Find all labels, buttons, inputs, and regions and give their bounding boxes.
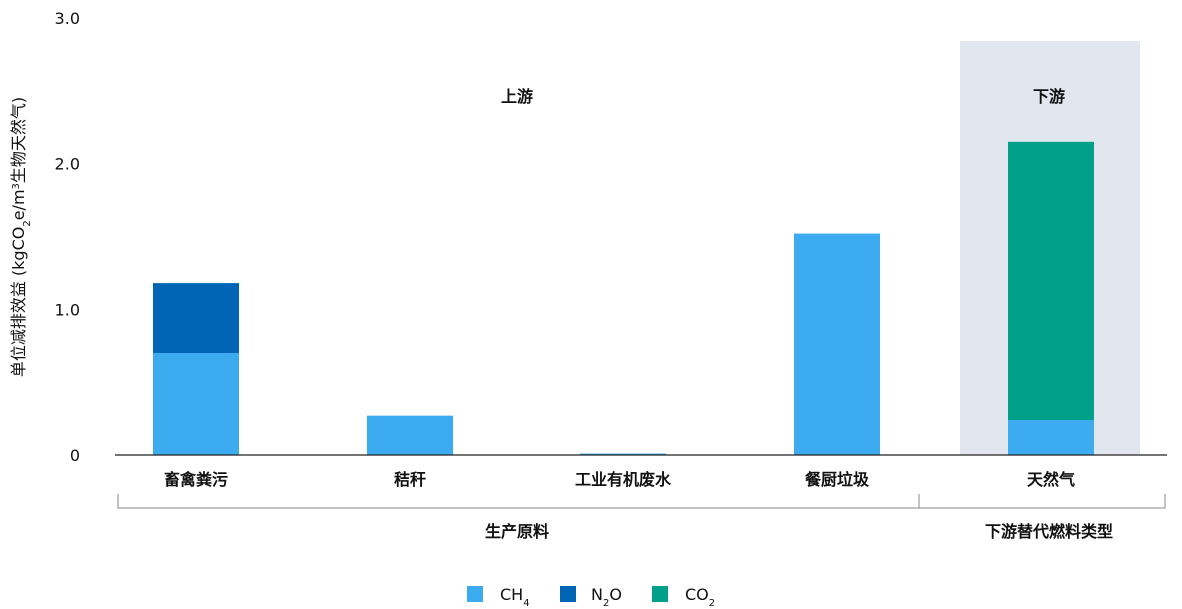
legend-label-co2: CO2	[685, 585, 715, 609]
category-label-food-waste: 餐厨垃圾	[804, 470, 870, 489]
bar-co2-natural-gas	[1008, 141, 1094, 421]
bar-ch4-natural-gas	[1008, 420, 1094, 455]
legend: CH4 N2O CO2	[467, 585, 715, 609]
y-tick-label: 2.0	[55, 155, 80, 174]
y-tick-label: 0	[70, 446, 80, 465]
y-axis-label: 单位减排效益 (kgCO2e/m3生物天然气)	[9, 97, 33, 377]
legend-label-ch4: CH4	[500, 585, 530, 609]
category-label-livestock-manure: 畜禽粪污	[164, 470, 228, 489]
category-label-natural-gas: 天然气	[1027, 470, 1075, 489]
y-tick-label: 1.0	[55, 300, 80, 319]
group-label-feedstock: 生产原料	[485, 522, 549, 541]
bracket-feedstock	[117, 494, 920, 509]
bar-ch4-food-waste	[794, 233, 880, 455]
category-label-industrial-wastewater: 工业有机废水	[575, 470, 672, 489]
legend-swatch-n2o	[560, 586, 576, 602]
bar-n2o-livestock-manure	[153, 283, 239, 354]
legend-label-n2o: N2O	[591, 585, 622, 609]
category-label-straw: 秸秆	[394, 470, 426, 489]
bracket-fuel-type	[918, 494, 1166, 509]
region-label-upstream: 上游	[501, 87, 533, 106]
y-tick-label: 3.0	[55, 9, 80, 28]
legend-swatch-co2	[652, 586, 668, 602]
bar-ch4-industrial-wastewater	[580, 453, 666, 456]
group-label-fuel-type: 下游替代燃料类型	[985, 522, 1113, 541]
bar-ch4-straw	[367, 415, 453, 455]
bar-ch4-livestock-manure	[153, 353, 239, 455]
legend-swatch-ch4	[467, 586, 483, 602]
region-label-downstream: 下游	[1033, 87, 1065, 106]
